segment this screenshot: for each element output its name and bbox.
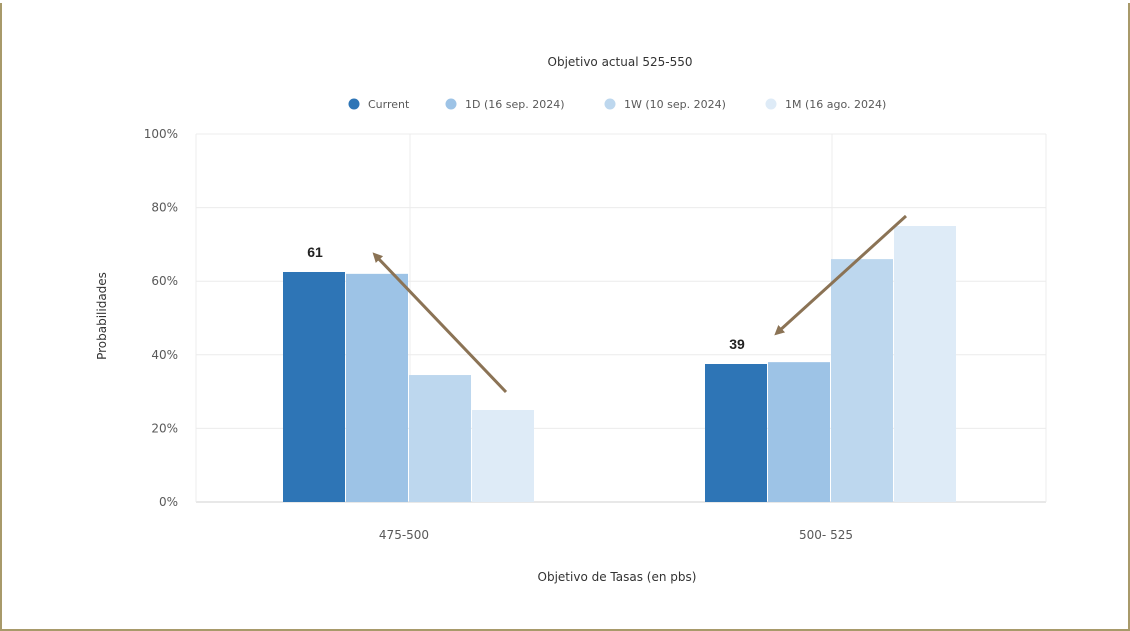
y-axis-title: Probabilidades <box>95 272 109 360</box>
chart-title: Objetivo actual 525-550 <box>548 55 693 69</box>
data-label: 61 <box>307 244 323 260</box>
bars <box>283 226 956 502</box>
legend-swatch <box>765 98 777 110</box>
y-tick-label: 100% <box>144 127 178 141</box>
y-tick-label: 20% <box>151 421 178 435</box>
bar <box>894 226 956 502</box>
legend-swatch <box>348 98 360 110</box>
x-tick-label: 475-500 <box>379 528 429 542</box>
bar <box>346 273 408 502</box>
data-label: 39 <box>729 336 745 352</box>
legend-label: Current <box>368 98 410 111</box>
y-tick-label: 60% <box>151 274 178 288</box>
legend-swatch <box>604 98 616 110</box>
bar <box>283 272 345 502</box>
y-axis-ticks: 0% 20% 40% 60% 80% 100% <box>144 127 178 509</box>
x-axis-ticks: 475-500 500- 525 <box>379 528 853 542</box>
trend-arrows <box>372 214 908 394</box>
trend-arrow <box>774 214 908 336</box>
y-tick-label: 0% <box>159 495 178 509</box>
x-tick-label: 500- 525 <box>799 528 853 542</box>
bar <box>831 259 893 502</box>
frame-mask <box>0 0 1130 3</box>
trend-arrow <box>372 252 508 394</box>
data-labels: 61 39 <box>307 244 745 352</box>
legend-label: 1W (10 sep. 2024) <box>624 98 726 111</box>
legend: Current 1D (16 sep. 2024) 1W (10 sep. 2024… <box>348 98 886 111</box>
x-axis-title: Objetivo de Tasas (en pbs) <box>538 570 697 584</box>
y-tick-label: 80% <box>151 201 178 215</box>
y-tick-label: 40% <box>151 348 178 362</box>
legend-label: 1D (16 sep. 2024) <box>465 98 565 111</box>
legend-swatch <box>445 98 457 110</box>
bar <box>705 364 767 502</box>
bar <box>409 375 471 502</box>
bar <box>472 410 534 502</box>
bar <box>768 362 830 502</box>
legend-label: 1M (16 ago. 2024) <box>785 98 886 111</box>
